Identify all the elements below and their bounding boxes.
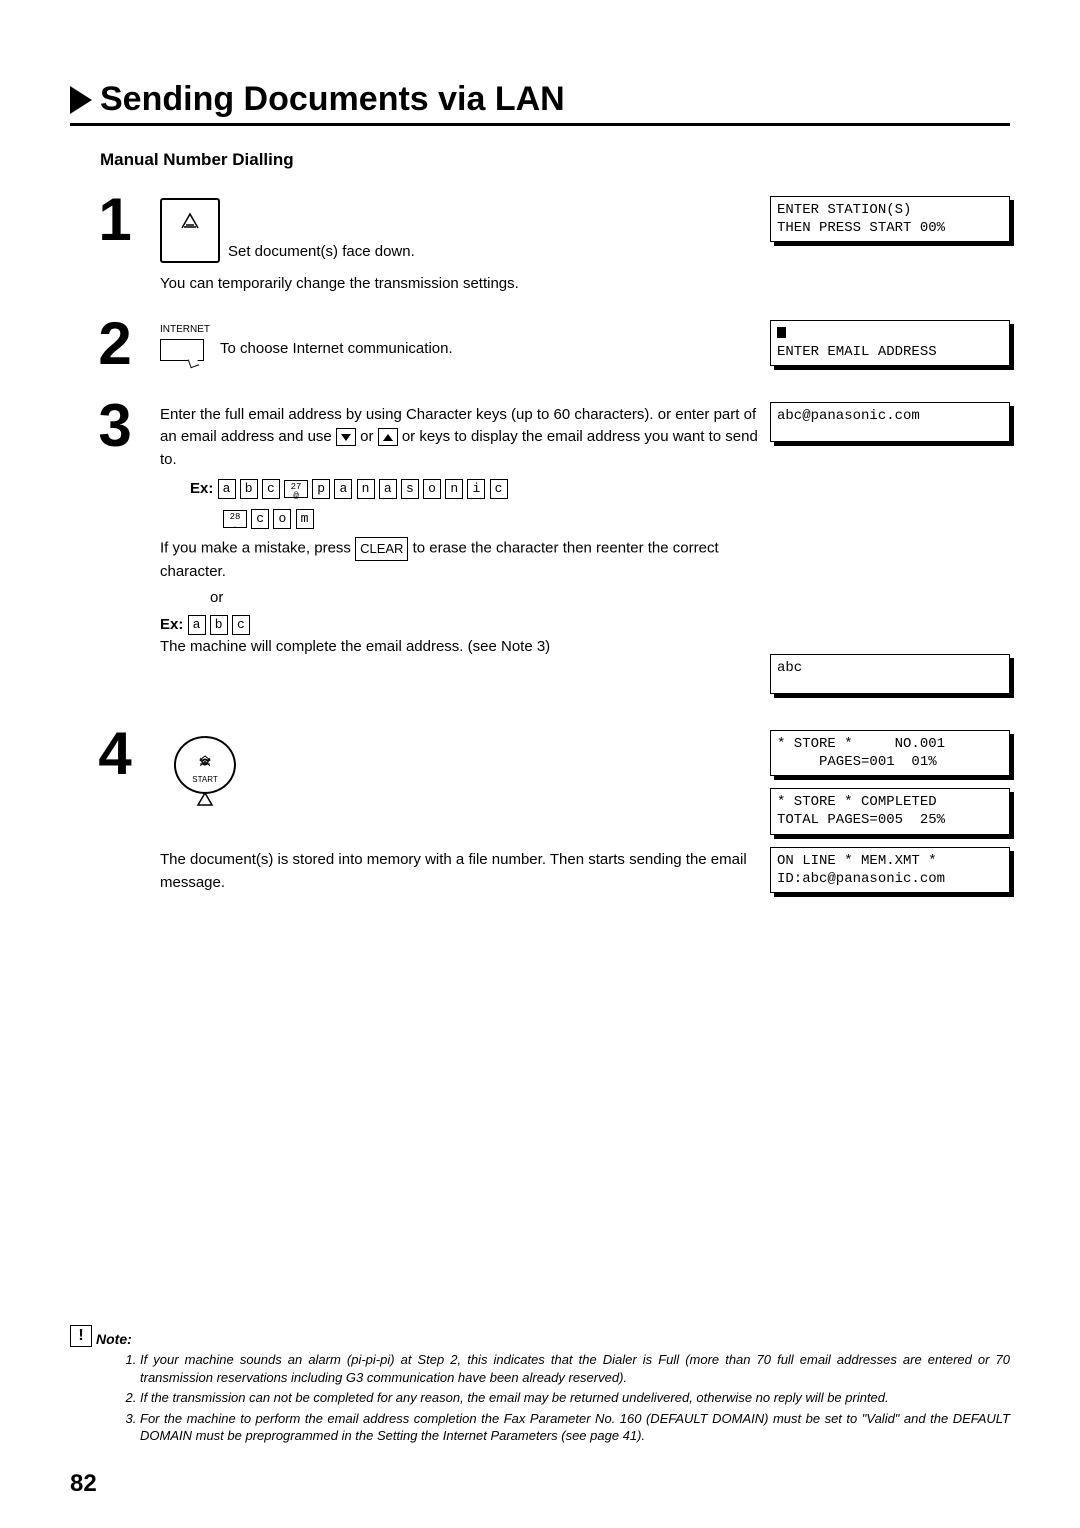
lcd-display: abc@panasonic.com [770,402,1010,442]
note-icon: ! [70,1325,92,1347]
step-number: 4 [70,724,160,784]
step-4-content: START The document(s) is stored into mem… [160,724,758,895]
character-key: c [251,509,269,529]
note-block: ! Note: If your machine sounds an alarm … [70,1325,1010,1448]
step4-para: The document(s) is stored into memory wi… [160,849,758,894]
character-key: a [218,479,236,499]
page-number: 82 [70,1470,97,1498]
character-key: m [296,509,314,529]
step3-para3: The machine will complete the email addr… [160,636,758,659]
page-title-row: Sending Documents via LAN [70,80,1010,126]
note-list: If your machine sounds an alarm (pi-pi-p… [140,1351,1010,1445]
step2-displays: ENTER EMAIL ADDRESS [770,314,1010,378]
ex-label: Ex: [190,480,213,497]
step2-line1: To choose Internet communication. [220,338,453,361]
character-key: b [210,615,228,635]
down-arrow-key-icon [336,428,356,446]
note-label: Note: [96,1331,132,1347]
clear-key: CLEAR [355,537,408,561]
section-subtitle: Manual Number Dialling [100,150,1010,170]
document-face-down-icon [160,198,220,263]
start-label: START [170,774,240,786]
key-28: 28. [223,510,247,528]
step-4: 4 START The document(s) is stored into m… [70,724,1010,905]
step-3-content: Enter the full email address by using Ch… [160,396,758,659]
step3-para2: If you make a mistake, press CLEAR to er… [160,537,758,583]
character-key: p [312,479,330,499]
step-number: 3 [70,396,160,456]
or-text: or [210,587,758,610]
step-1-content: Set document(s) face down. You can tempo… [160,190,758,296]
character-key: o [273,509,291,529]
example-row-3: Ex: a b c [160,614,758,637]
step4-displays: * STORE * NO.001 PAGES=001 01% * STORE *… [770,724,1010,905]
character-key: o [423,479,441,499]
lcd-display: ON LINE * MEM.XMT * ID:abc@panasonic.com [770,847,1010,893]
lcd-display: * STORE * COMPLETED TOTAL PAGES=005 25% [770,788,1010,834]
character-key: c [490,479,508,499]
ex-label: Ex: [160,616,183,633]
character-key: n [445,479,463,499]
character-key: s [401,479,419,499]
step-3: 3 Enter the full email address by using … [70,396,1010,706]
internet-label: INTERNET [160,322,210,337]
internet-button-icon: INTERNET [160,322,210,361]
step1-line2: You can temporarily change the transmiss… [160,273,758,296]
character-key: a [188,615,206,635]
lcd-display: * STORE * NO.001 PAGES=001 01% [770,730,1010,776]
step-1: 1 Set document(s) face down. You can tem… [70,190,1010,296]
character-key: c [262,479,280,499]
note-item: For the machine to perform the email add… [140,1410,1010,1445]
step3-displays: abc@panasonic.com abc [770,396,1010,706]
example-row-1: Ex: a b c 27@ p a n a s o n i c [190,477,758,501]
character-key: a [334,479,352,499]
title-arrow-icon [70,86,92,114]
step3-para1: Enter the full email address by using Ch… [160,404,758,472]
lcd-display: abc [770,654,1010,694]
step-2: 2 INTERNET To choose Internet communicat… [70,314,1010,378]
character-key: c [232,615,250,635]
example-row-2: 28. c o m [223,507,758,531]
start-button-icon: START [170,732,240,812]
character-key: n [357,479,375,499]
lcd-display: ENTER EMAIL ADDRESS [770,320,1010,366]
step-number: 1 [70,190,160,250]
character-key: b [240,479,258,499]
up-arrow-key-icon [378,428,398,446]
note-item: If your machine sounds an alarm (pi-pi-p… [140,1351,1010,1386]
lcd-display: ENTER STATION(S) THEN PRESS START 00% [770,196,1010,242]
note-item: If the transmission can not be completed… [140,1389,1010,1407]
lcd-text: ENTER EMAIL ADDRESS [777,344,937,360]
character-key: i [467,479,485,499]
page-title: Sending Documents via LAN [100,80,565,119]
key-27: 27@ [284,480,308,498]
step-number: 2 [70,314,160,374]
step1-displays: ENTER STATION(S) THEN PRESS START 00% [770,190,1010,254]
step-2-content: INTERNET To choose Internet communicatio… [160,314,758,361]
character-key: a [379,479,397,499]
step1-line1: Set document(s) face down. [228,241,415,264]
